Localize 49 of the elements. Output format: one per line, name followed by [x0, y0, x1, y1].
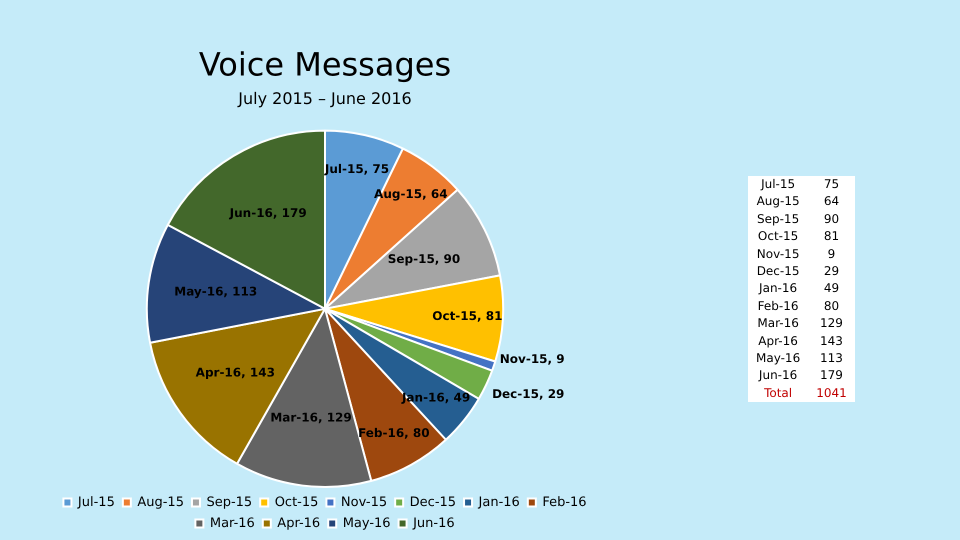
category-label: Oct-15 — [756, 228, 800, 246]
data-label: 64 — [822, 193, 840, 210]
category-label: Aug-15 — [756, 193, 801, 210]
data-label: Feb-16, 80 — [358, 426, 430, 440]
data-label: 75 — [822, 176, 840, 193]
category-label: Nov-15 — [756, 246, 800, 263]
data-label: May-16, 113 — [174, 284, 258, 298]
data-label: 80 — [822, 298, 840, 315]
category-label: Jul-15 — [760, 176, 796, 193]
legend-label: Sep-15 — [206, 494, 252, 510]
legend-label: Jan-16 — [478, 494, 520, 510]
data-label: Apr-16, 143 — [196, 365, 275, 380]
category-label: Apr-16 — [757, 332, 799, 350]
legend-label: Oct-15 — [274, 494, 318, 510]
data-label: 90 — [822, 210, 840, 228]
data-label: Dec-15, 29 — [492, 387, 564, 402]
data-label: 113 — [819, 350, 844, 368]
legend-label: May-16 — [342, 516, 391, 531]
data-label: Nov-15, 9 — [500, 352, 565, 366]
category-label: Jan-16 — [757, 280, 798, 298]
legend-label: Jun-16 — [412, 516, 455, 531]
chart-title: Voice Messages — [198, 46, 452, 84]
category-label: May-16 — [755, 350, 802, 368]
legend-label: Apr-16 — [277, 516, 320, 531]
data-label: 129 — [819, 315, 844, 332]
data-label: Mar-16, 129 — [270, 410, 352, 425]
category-label: Dec-15 — [756, 263, 801, 280]
data-label: 49 — [822, 280, 840, 298]
category-label: Sep-15 — [756, 210, 800, 228]
data-label: 179 — [819, 367, 844, 384]
text: Total — [763, 384, 794, 402]
data-label: Oct-15, 81 — [432, 308, 502, 323]
chart-subtitle: July 2015 – June 2016 — [237, 89, 412, 108]
data-label: 143 — [819, 332, 844, 350]
data-label: 29 — [822, 263, 840, 280]
legend-label: Jul-15 — [76, 494, 115, 510]
text: 1041 — [816, 386, 847, 400]
category-label: Feb-16 — [756, 298, 800, 315]
data-label: 81 — [822, 228, 840, 246]
data-label: 9 — [826, 246, 836, 263]
legend-label: Aug-15 — [137, 494, 184, 510]
data-label: Sep-15, 90 — [388, 252, 460, 266]
legend-label: Mar-16 — [210, 516, 255, 531]
legend-label: Nov-15 — [340, 494, 388, 510]
legend-label: Dec-15 — [410, 494, 456, 510]
data-label: Jun-16, 179 — [228, 206, 307, 220]
category-label: Mar-16 — [756, 315, 800, 332]
legend-label: Feb-16 — [542, 494, 587, 510]
category-label: Jun-16 — [757, 367, 798, 384]
